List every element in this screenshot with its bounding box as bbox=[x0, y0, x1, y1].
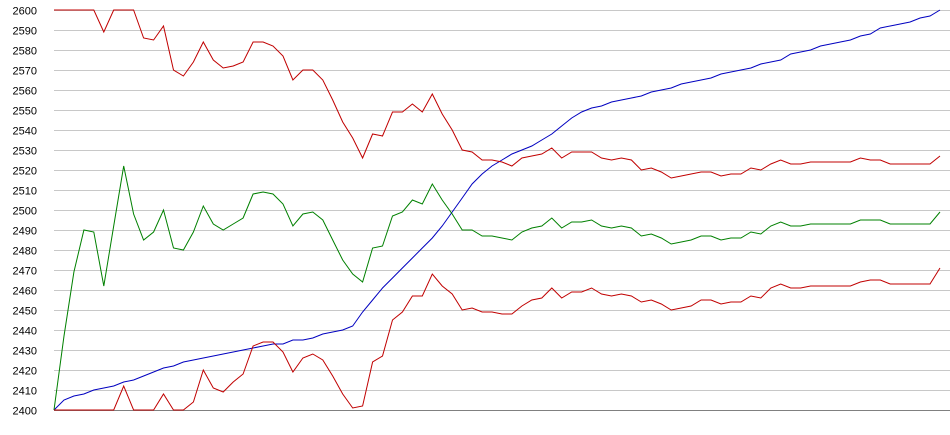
series-lines bbox=[53, 9, 941, 411]
y-tick-label: 2500 bbox=[13, 206, 37, 218]
y-tick-label: 2570 bbox=[13, 66, 37, 78]
y-tick-label: 2520 bbox=[13, 166, 37, 178]
y-tick-label: 2410 bbox=[13, 386, 37, 398]
y-tick-label: 2490 bbox=[13, 226, 37, 238]
y-tick-label: 2460 bbox=[13, 286, 37, 298]
y-tick-label: 2430 bbox=[13, 346, 37, 358]
y-tick-label: 2550 bbox=[13, 106, 37, 118]
y-tick-label: 2560 bbox=[13, 86, 37, 98]
y-tick-label: 2470 bbox=[13, 266, 37, 278]
y-tick-label: 2440 bbox=[13, 326, 37, 338]
y-tick-label: 2580 bbox=[13, 46, 37, 58]
series-line-2 bbox=[54, 9, 941, 179]
y-tick-label: 2590 bbox=[13, 26, 37, 38]
series-line-3 bbox=[53, 165, 941, 411]
y-tick-label: 2420 bbox=[13, 366, 37, 378]
series-line-1 bbox=[53, 9, 941, 411]
grid-lines bbox=[54, 10, 950, 391]
y-tick-label: 2450 bbox=[13, 306, 37, 318]
y-tick-label: 2400 bbox=[13, 406, 37, 418]
y-tick-labels: 2400 2410 2420 2430 2440 2450 2460 2470 2480 2490… bbox=[13, 6, 37, 418]
y-tick-label: 2600 bbox=[13, 6, 37, 18]
y-tick-label: 2480 bbox=[13, 246, 37, 258]
y-tick-label: 2530 bbox=[13, 146, 37, 158]
y-tick-label: 2510 bbox=[13, 186, 37, 198]
series-line-4 bbox=[54, 267, 941, 411]
y-tick-label: 2540 bbox=[13, 126, 37, 138]
